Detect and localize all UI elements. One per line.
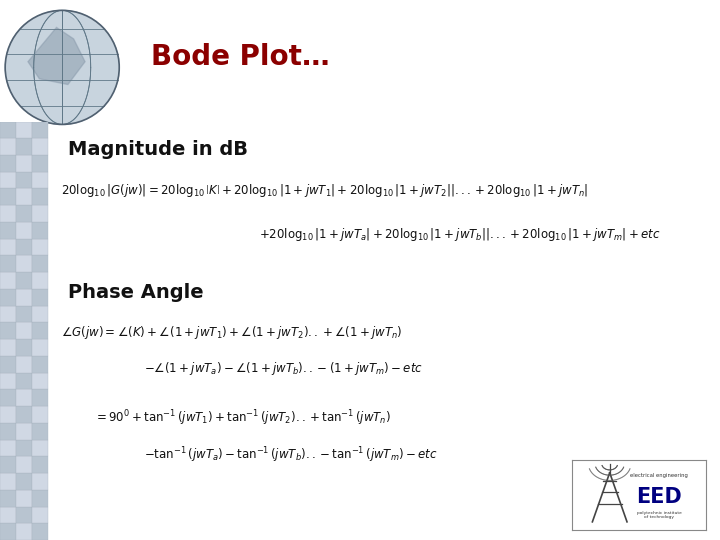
Bar <box>16 172 32 188</box>
Bar <box>16 456 32 473</box>
Bar <box>32 289 48 306</box>
Bar <box>32 389 48 406</box>
Bar <box>16 523 32 540</box>
Text: $20\log_{10}\left|G(jw)\right|=20\log_{10}\left|K\right|+20\log_{10}\left|1+jwT_: $20\log_{10}\left|G(jw)\right|=20\log_{1… <box>61 182 588 199</box>
Text: $=90^{0}+\tan^{-1}(jwT_1)+\tan^{-1}(jwT_2)..+\tan^{-1}(jwT_n)$: $=90^{0}+\tan^{-1}(jwT_1)+\tan^{-1}(jwT_… <box>94 408 391 428</box>
Bar <box>0 239 16 255</box>
Bar <box>32 272 48 289</box>
Text: $\angle G(jw)=\angle(K)+\angle(1+jwT_1)+\angle(1+jwT_2)..+\angle(1+jwT_n)$: $\angle G(jw)=\angle(K)+\angle(1+jwT_1)+… <box>61 325 402 341</box>
Bar <box>0 188 16 205</box>
Bar <box>16 239 32 255</box>
Text: Magnitude in dB: Magnitude in dB <box>68 140 248 159</box>
Bar <box>0 306 16 322</box>
Bar <box>32 138 48 155</box>
Bar <box>32 322 48 339</box>
Bar <box>16 373 32 389</box>
Bar <box>32 373 48 389</box>
Text: Phase Angle: Phase Angle <box>68 282 204 302</box>
Bar <box>16 473 32 490</box>
Bar <box>16 122 32 138</box>
Polygon shape <box>28 28 85 84</box>
Bar <box>16 289 32 306</box>
Bar <box>16 188 32 205</box>
Text: Bode Plot…: Bode Plot… <box>151 43 330 71</box>
Bar <box>32 255 48 272</box>
Bar <box>0 255 16 272</box>
Bar <box>0 289 16 306</box>
Bar <box>32 490 48 507</box>
Bar <box>32 339 48 356</box>
Bar <box>0 172 16 188</box>
Bar <box>16 306 32 322</box>
Bar <box>16 138 32 155</box>
Bar <box>32 188 48 205</box>
Bar <box>0 122 16 138</box>
Bar <box>0 339 16 356</box>
Bar <box>16 356 32 373</box>
Bar <box>32 172 48 188</box>
Bar <box>32 222 48 239</box>
Bar <box>0 423 16 440</box>
Bar <box>32 440 48 456</box>
Bar <box>0 473 16 490</box>
Circle shape <box>5 10 120 124</box>
Bar <box>0 138 16 155</box>
Bar <box>32 523 48 540</box>
Bar <box>16 339 32 356</box>
Bar <box>16 389 32 406</box>
Bar <box>0 356 16 373</box>
Bar <box>0 373 16 389</box>
Bar <box>32 122 48 138</box>
Bar <box>0 490 16 507</box>
Bar <box>0 456 16 473</box>
Text: polytechnic institute
of technology: polytechnic institute of technology <box>636 510 681 519</box>
Bar <box>16 205 32 222</box>
Bar <box>32 306 48 322</box>
Bar <box>32 406 48 423</box>
Text: $+20\log_{10}\left|1+jwT_a\right|+20\log_{10}\left|1+jwT_b\right||...+20\log_{10: $+20\log_{10}\left|1+jwT_a\right|+20\log… <box>259 226 660 243</box>
Text: $-\tan^{-1}(jwT_a)-\tan^{-1}(jwT_b)..-\tan^{-1}(jwT_m)-etc$: $-\tan^{-1}(jwT_a)-\tan^{-1}(jwT_b)..-\t… <box>144 446 438 465</box>
Text: $-\angle(1+jwT_a)-\angle(1+jwT_b)..-(1+jwT_m)-etc$: $-\angle(1+jwT_a)-\angle(1+jwT_b)..-(1+j… <box>144 360 423 377</box>
Bar <box>16 490 32 507</box>
Bar <box>32 423 48 440</box>
Bar <box>16 222 32 239</box>
Bar <box>16 406 32 423</box>
Bar <box>0 272 16 289</box>
Bar <box>16 155 32 172</box>
Text: electrical engineering: electrical engineering <box>630 473 688 478</box>
Bar <box>0 389 16 406</box>
Bar <box>16 255 32 272</box>
Bar <box>0 440 16 456</box>
Bar <box>0 205 16 222</box>
Bar <box>32 356 48 373</box>
Bar <box>16 322 32 339</box>
Bar <box>16 423 32 440</box>
Bar <box>16 272 32 289</box>
Bar <box>0 507 16 523</box>
Text: EED: EED <box>636 487 682 507</box>
Bar <box>0 222 16 239</box>
Bar <box>0 406 16 423</box>
Bar <box>32 507 48 523</box>
Bar <box>0 155 16 172</box>
Bar <box>32 473 48 490</box>
Bar <box>32 239 48 255</box>
Bar <box>32 456 48 473</box>
Bar <box>0 322 16 339</box>
Bar <box>32 205 48 222</box>
Bar <box>16 440 32 456</box>
Bar <box>32 155 48 172</box>
Bar <box>0 523 16 540</box>
Bar <box>16 507 32 523</box>
